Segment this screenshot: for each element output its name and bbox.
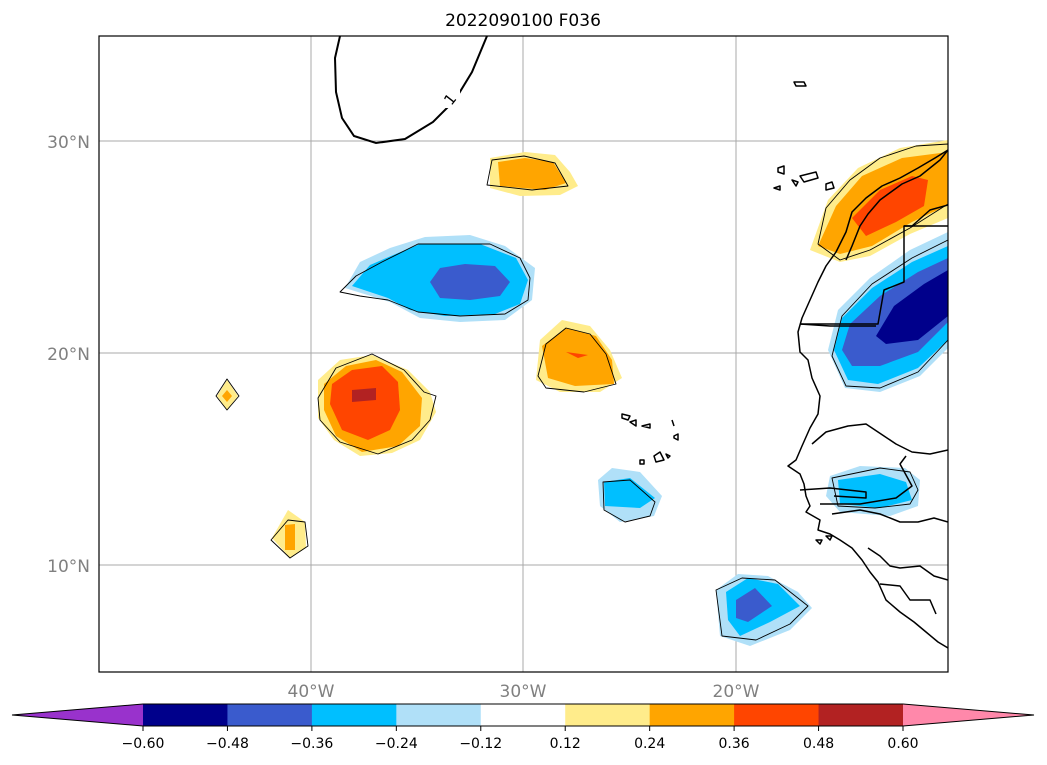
lon-label-40w: 40°W <box>288 682 335 702</box>
anomaly-fills <box>215 140 948 646</box>
negative-anomaly-13n25w <box>598 468 662 523</box>
map-area: 1 <box>99 36 948 672</box>
colorbar-segment <box>565 704 651 726</box>
colorbar-segments <box>11 703 1035 727</box>
colorbar-ticks: −0.60 −0.48 −0.36 −0.24 −0.12 0.12 0.24 0.36 0.4… <box>122 726 919 752</box>
lat-label-20n: 20°N <box>47 345 90 365</box>
colorbar-segment <box>734 704 820 726</box>
negative-anomaly-13n15w <box>826 466 920 516</box>
map-frame <box>98 35 949 673</box>
positive-anomaly-11n41w <box>270 510 309 559</box>
colorbar-tick-label: −0.36 <box>290 736 333 752</box>
negative-anomaly-8n19w <box>715 574 812 646</box>
colorbar-segment <box>480 704 566 726</box>
colorbar-tick-label: 0.24 <box>634 736 665 752</box>
colorbar-segment <box>396 704 482 726</box>
colorbar-tick-label: 0.36 <box>719 736 750 752</box>
lat-label-10n: 10°N <box>47 557 90 577</box>
positive-anomaly-18n44w <box>215 378 240 411</box>
colorbar-segment <box>227 704 313 726</box>
colorbar: −0.60 −0.48 −0.36 −0.24 −0.12 0.12 0.24 0.36 0.4… <box>11 703 1035 752</box>
negative-anomaly-22n11w <box>828 232 948 392</box>
lon-label-30w: 30°W <box>500 682 547 702</box>
colorbar-segment <box>311 704 397 726</box>
colorbar-tick-label: −0.12 <box>459 736 502 752</box>
lat-label-30n: 30°N <box>47 133 90 153</box>
colorbar-tick-label: −0.48 <box>206 736 249 752</box>
positive-anomaly-20n28w <box>536 320 622 393</box>
colorbar-tick-label: 0.60 <box>887 736 918 752</box>
lat-labels: 30°N 20°N 10°N <box>47 133 90 577</box>
colorbar-segment <box>818 704 904 726</box>
contour-line-1 <box>333 36 488 145</box>
coastlines <box>621 81 948 649</box>
contour-label-bg <box>442 90 460 108</box>
colorbar-tick-label: −0.24 <box>375 736 418 752</box>
lon-label-20w: 20°W <box>713 682 760 702</box>
positive-anomaly-18n37w <box>317 353 437 456</box>
colorbar-extend-min <box>12 704 143 726</box>
lon-labels: 40°W 30°W 20°W <box>288 682 760 702</box>
negative-anomaly-23n33w <box>339 235 535 322</box>
colorbar-tick-label: 0.48 <box>803 736 834 752</box>
positive-anomaly-28n30w <box>486 152 578 196</box>
colorbar-extend-max <box>903 704 1034 726</box>
map-title: 2022090100 F036 <box>445 11 601 31</box>
gridlines <box>99 36 948 672</box>
colorbar-tick-label: 0.12 <box>550 736 581 752</box>
colorbar-tick-label: −0.60 <box>122 736 165 752</box>
colorbar-segment <box>649 704 735 726</box>
colorbar-segment <box>143 704 228 726</box>
